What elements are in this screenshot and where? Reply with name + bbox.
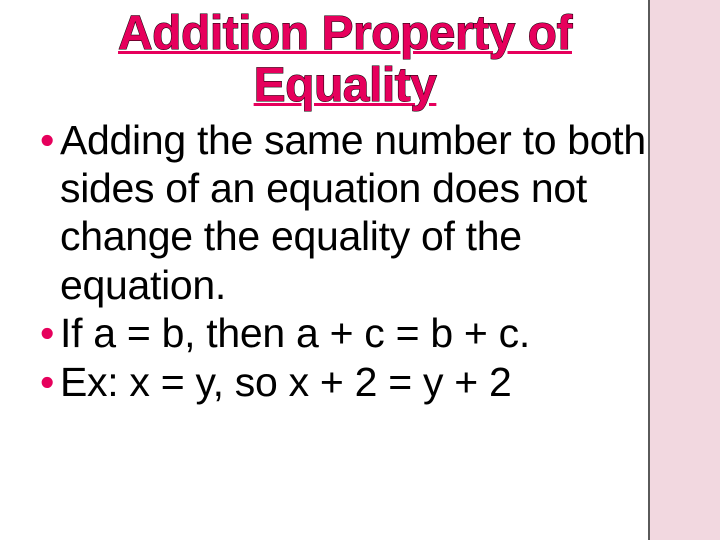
bullet-list: Adding the same number to both sides of …: [40, 116, 650, 406]
slide-content: Addition Property of Equality Adding the…: [40, 8, 650, 406]
slide: Addition Property of Equality Adding the…: [0, 0, 720, 540]
list-item: If a = b, then a + c = b + c.: [40, 309, 650, 357]
list-item: Adding the same number to both sides of …: [40, 116, 650, 310]
list-item: Ex: x = y, so x + 2 = y + 2: [40, 358, 650, 406]
slide-title: Addition Property of Equality: [40, 8, 650, 112]
side-stripe: [650, 0, 720, 540]
